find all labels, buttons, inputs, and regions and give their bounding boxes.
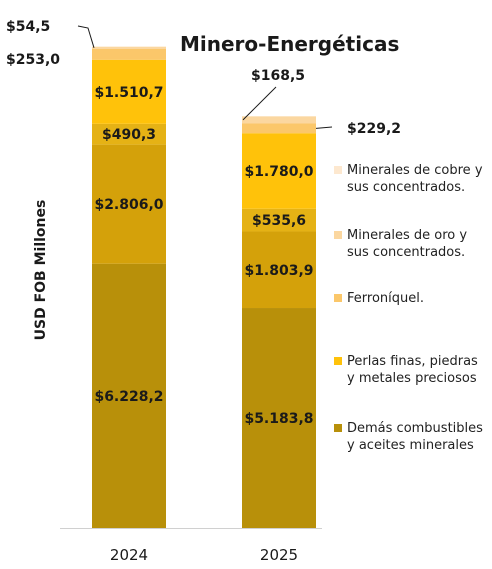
bar-segment <box>92 123 166 145</box>
y-axis-label: USD FOB Millones <box>33 199 49 341</box>
bar-segment <box>242 133 316 209</box>
bar-segment <box>242 308 316 528</box>
data-label: $490,3 <box>102 127 156 143</box>
data-label: $253,0 <box>6 52 60 68</box>
data-label: $535,6 <box>252 213 306 229</box>
legend-label: Minerales de cobre y sus concentrados. <box>347 163 483 195</box>
legend-item-fuels: Demás combustibles y aceites minerales <box>334 420 484 454</box>
data-label: $1.510,7 <box>94 85 163 101</box>
x-tick-label: 2024 <box>110 546 148 564</box>
bar-segment <box>92 48 166 60</box>
legend-swatch <box>334 231 342 239</box>
data-label: $1.780,0 <box>244 164 313 180</box>
legend-swatch <box>334 166 342 174</box>
bar-segment <box>92 144 166 264</box>
legend-swatch <box>334 357 342 365</box>
data-label: $168,5 <box>251 68 305 84</box>
legend-item-gold: Minerales de oro y sus concentrados. <box>334 227 484 261</box>
leader-line <box>77 25 95 48</box>
legend-item-ferronickel: Ferroníquel. <box>334 290 484 307</box>
legend-item-pearls: Perlas finas, piedras y metales precioso… <box>334 353 484 387</box>
data-label: $2.806,0 <box>94 197 163 213</box>
data-label: $54,5 <box>6 19 50 35</box>
bar-segment <box>242 123 316 134</box>
legend-swatch <box>334 424 342 432</box>
legend-label: Ferroníquel. <box>347 291 424 306</box>
bar-segment <box>92 59 166 124</box>
leader-line <box>315 126 333 129</box>
data-label: $229,2 <box>347 121 401 137</box>
bar-segment <box>242 208 316 232</box>
bar-segment <box>242 231 316 309</box>
leader-line <box>242 86 277 121</box>
chart-title: Minero-Energéticas <box>180 32 400 56</box>
bar-segment <box>92 263 166 528</box>
x-tick-label: 2025 <box>260 546 298 564</box>
legend-label: Demás combustibles y aceites minerales <box>347 421 483 453</box>
bar-segment <box>242 116 316 124</box>
legend-label: Minerales de oro y sus concentrados. <box>347 228 468 260</box>
data-label: $5.183,8 <box>244 411 313 427</box>
legend-item-copper: Minerales de cobre y sus concentrados. <box>334 162 484 196</box>
data-label: $1.803,9 <box>244 263 313 279</box>
legend-swatch <box>334 294 342 302</box>
legend-label: Perlas finas, piedras y metales precioso… <box>347 354 478 386</box>
bar-segment <box>92 46 166 49</box>
data-label: $6.228,2 <box>94 389 163 405</box>
